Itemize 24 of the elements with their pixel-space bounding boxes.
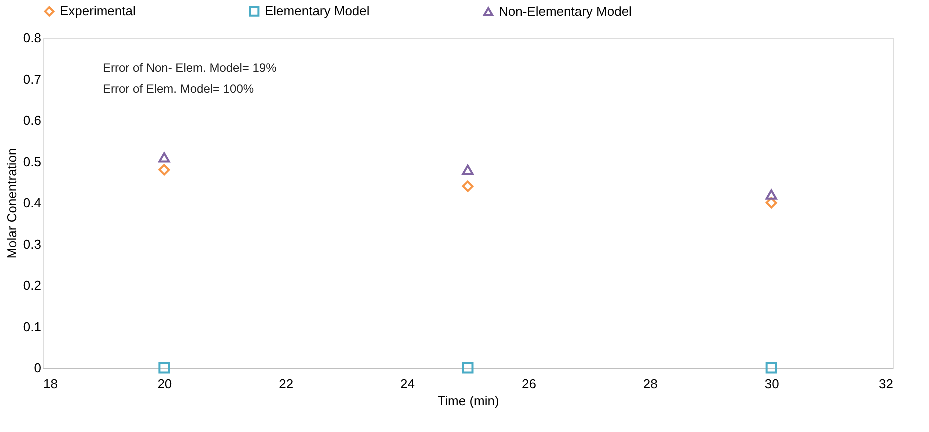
x-tick-label: 28 xyxy=(643,376,658,392)
x-tick-label: 26 xyxy=(522,376,536,392)
y-tick-label: 0.5 xyxy=(23,154,42,170)
x-axis-title: Time (min) xyxy=(438,394,500,408)
y-tick-label: 0.8 xyxy=(23,30,42,46)
legend-label: Elementary Model xyxy=(265,4,370,19)
x-tick-label: 24 xyxy=(400,376,416,392)
y-tick-label: 0.1 xyxy=(23,319,42,334)
y-tick-label: 0 xyxy=(34,360,42,376)
x-tick-label: 22 xyxy=(279,376,294,392)
y-axis-title: Molar Conentration xyxy=(4,148,20,259)
y-tick-label: 0.4 xyxy=(23,196,42,210)
x-tick-label: 18 xyxy=(44,376,58,392)
y-tick-label: 0.2 xyxy=(23,278,42,293)
x-tick-label: 32 xyxy=(879,376,894,392)
legend-label: Experimental xyxy=(60,4,136,19)
x-tick-label: 20 xyxy=(158,376,172,392)
y-tick-label: 0.6 xyxy=(23,113,42,128)
annotation: Error of Elem. Model= 100% xyxy=(103,82,254,96)
x-tick-label: 30 xyxy=(764,376,780,392)
annotation: Error of Non- Elem. Model= 19% xyxy=(103,61,278,75)
y-tick-label: 0.3 xyxy=(23,236,42,252)
y-tick-label: 0.7 xyxy=(23,72,42,87)
legend-label: Non-Elementary Model xyxy=(499,4,632,19)
